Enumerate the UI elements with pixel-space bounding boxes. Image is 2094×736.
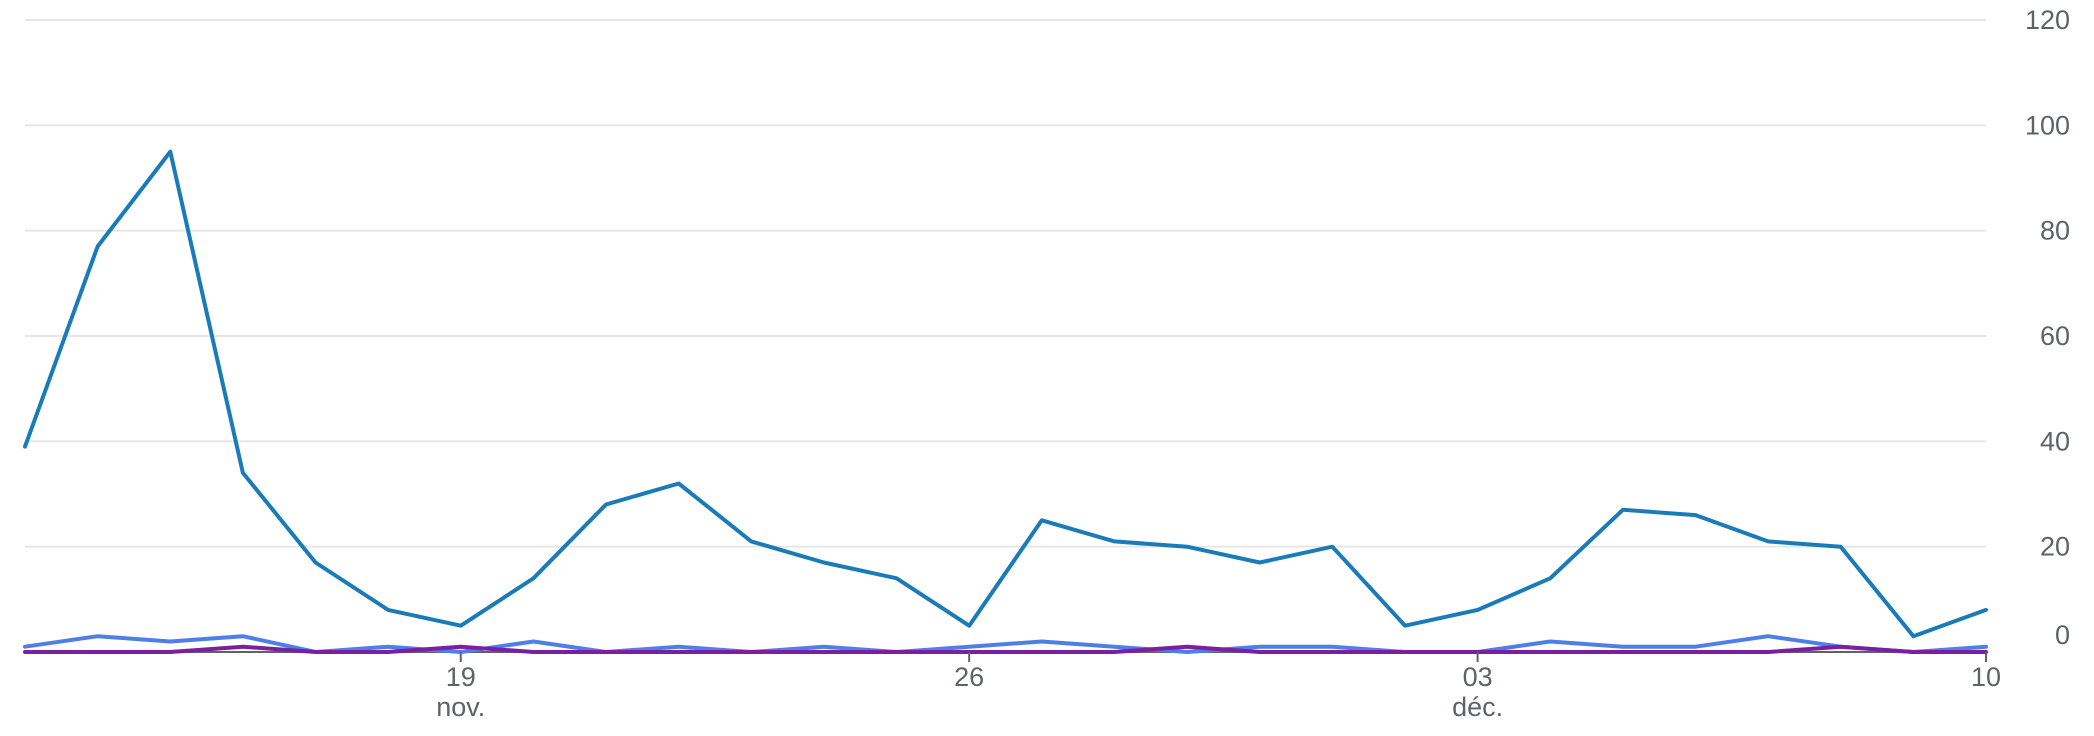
x-tick-label: 10	[1971, 662, 2001, 692]
x-tick-label: 26	[954, 662, 984, 692]
y-tick-label: 20	[2040, 532, 2070, 562]
y-tick-label: 120	[2025, 5, 2070, 35]
series-lines	[23, 149, 1988, 654]
x-tick-label: 03	[1463, 662, 1493, 692]
y-tick-label: 80	[2040, 216, 2070, 246]
y-tick-label: 40	[2040, 426, 2070, 456]
y-tick-label: 0	[2055, 620, 2070, 650]
y-tick-label: 100	[2025, 110, 2070, 140]
y-tick-label: 60	[2040, 321, 2070, 351]
gridlines	[25, 19, 1986, 653]
series-line-1	[23, 149, 1988, 639]
x-tick-month-label: nov.	[436, 692, 485, 722]
series-line-3	[23, 644, 1988, 654]
series-line-2	[23, 634, 1988, 654]
x-tick-label: 19	[446, 662, 476, 692]
y-axis-ticks: 0 20 40 60 80 100 120	[2025, 5, 2070, 650]
x-tick-month-label: déc.	[1452, 692, 1503, 722]
